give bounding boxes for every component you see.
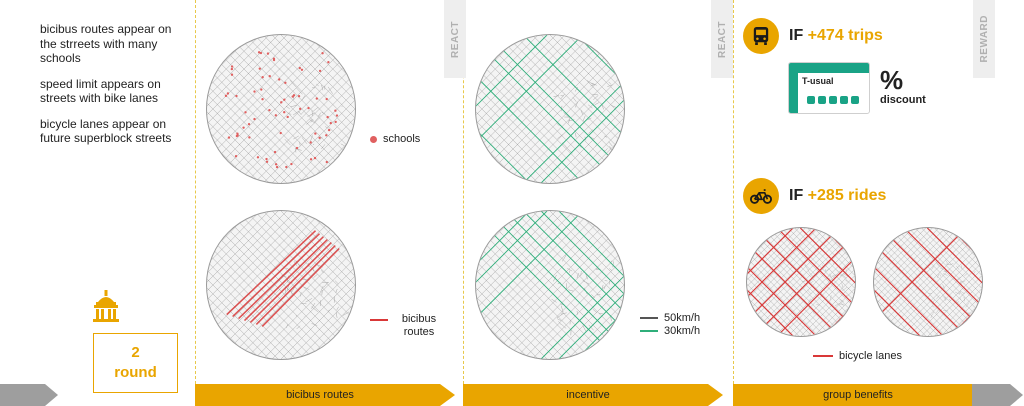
divider (463, 0, 464, 384)
stage-arrow-group-benefits (733, 384, 995, 406)
t-usual-ticket: T-usual (788, 62, 870, 114)
map-bicibus (206, 210, 356, 360)
divider (733, 0, 734, 384)
percent-sign: % (880, 65, 904, 95)
map-incentive-bottom-svg (476, 211, 624, 359)
note-bicycle: bicycle lanes appear on future superbloc… (40, 116, 172, 146)
map-bicycle-lanes-b (873, 227, 983, 337)
speed-50-line-icon (640, 317, 658, 319)
bicibus-line-icon (370, 319, 388, 321)
map-schools-svg (207, 35, 355, 183)
divider (195, 0, 196, 384)
stage-arrow-start (0, 384, 60, 406)
round-number: 2 (131, 344, 140, 361)
notes: bicibus routes appear on the strreets wi… (40, 22, 190, 157)
legend-speed-50: 50km/h (640, 312, 700, 324)
legend-bicycle-lanes: bicycle lanes (813, 350, 902, 362)
ticket-name: T-usual (802, 76, 834, 86)
bus-icon (743, 18, 779, 54)
bike-benefit-text: IF +285 rides (789, 187, 887, 204)
map-bicycle-lanes-a-svg (747, 228, 855, 336)
tab-reward: REWARD (973, 0, 995, 78)
stage-arrow-bicibus (195, 384, 457, 406)
round-label: round (114, 364, 157, 381)
stage-label-group-benefits: group benefits (823, 389, 893, 401)
map-bicibus-svg (207, 211, 355, 359)
bike-benefit: IF +285 rides (743, 178, 886, 214)
legend-bicibus: bicibus routes (370, 313, 444, 339)
legend-schools: schools (370, 133, 420, 145)
bicycle-lane-line-icon (813, 355, 833, 357)
bus-benefit: IF +474 trips (743, 18, 883, 54)
tab-react: REACT (711, 0, 733, 78)
note-bicibus: bicibus routes appear on the strreets wi… (40, 22, 172, 65)
stage-label-bicibus: bicibus routes (286, 389, 354, 401)
school-dot-icon (370, 135, 377, 143)
note-speed: speed limit appears on streets with bike… (40, 76, 161, 106)
map-bicycle-lanes-a (746, 227, 856, 337)
stage-arrow-incentive (463, 384, 725, 406)
left-panel: bicibus routes appear on the strreets wi… (0, 0, 195, 406)
stage-label-incentive: incentive (566, 389, 610, 401)
legend-speed-30: 30km/h (640, 325, 700, 337)
map-bicycle-lanes-b-svg (874, 228, 982, 336)
discount-label: discount (880, 94, 926, 106)
map-incentive-bottom (475, 210, 625, 360)
round-indicator: 2 round (93, 333, 178, 393)
tab-react: REACT (444, 0, 466, 78)
map-incentive-top-svg (476, 35, 624, 183)
speed-30-line-icon (640, 330, 658, 332)
map-schools (206, 34, 356, 184)
discount: % discount (880, 66, 926, 106)
stage-arrow-end (972, 384, 1024, 406)
bicycle-icon (743, 178, 779, 214)
bus-benefit-text: IF +474 trips (789, 27, 883, 44)
map-incentive-top (475, 34, 625, 184)
government-building-icon (93, 290, 119, 322)
ticket-transport-icons (807, 96, 859, 104)
